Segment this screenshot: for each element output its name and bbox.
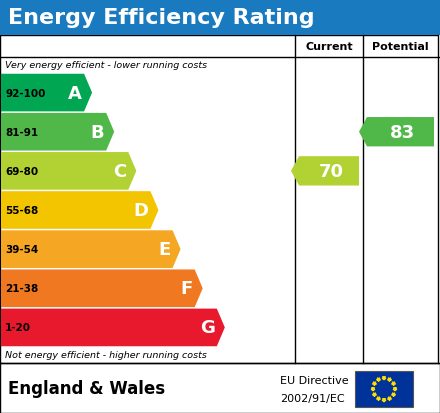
Polygon shape xyxy=(377,397,381,401)
Polygon shape xyxy=(393,387,397,391)
Polygon shape xyxy=(382,399,386,402)
Polygon shape xyxy=(373,393,376,396)
Bar xyxy=(0,0,440,36)
Bar xyxy=(355,371,413,407)
Polygon shape xyxy=(1,153,136,190)
Polygon shape xyxy=(1,270,203,307)
Polygon shape xyxy=(1,75,92,112)
Text: C: C xyxy=(113,162,126,180)
Text: Current: Current xyxy=(305,42,353,52)
Polygon shape xyxy=(392,382,396,386)
Polygon shape xyxy=(392,393,396,396)
Text: G: G xyxy=(200,319,215,337)
Text: 55-68: 55-68 xyxy=(5,206,38,216)
Text: 69-80: 69-80 xyxy=(5,166,38,176)
Polygon shape xyxy=(371,387,375,391)
Text: Energy Efficiency Rating: Energy Efficiency Rating xyxy=(8,8,315,28)
Text: EU Directive: EU Directive xyxy=(280,375,348,386)
Polygon shape xyxy=(388,378,392,382)
Polygon shape xyxy=(1,231,180,268)
Polygon shape xyxy=(1,192,158,229)
Text: A: A xyxy=(68,84,82,102)
Text: Very energy efficient - lower running costs: Very energy efficient - lower running co… xyxy=(5,62,207,70)
Text: E: E xyxy=(158,240,171,259)
Bar xyxy=(0,36,439,363)
Text: 1-20: 1-20 xyxy=(5,323,31,332)
Polygon shape xyxy=(377,378,381,382)
Polygon shape xyxy=(388,397,392,401)
Text: 39-54: 39-54 xyxy=(5,244,38,254)
Bar xyxy=(0,363,440,413)
Polygon shape xyxy=(373,382,376,386)
Text: Potential: Potential xyxy=(372,42,429,52)
Polygon shape xyxy=(1,114,114,151)
Text: D: D xyxy=(133,202,148,219)
Text: 92-100: 92-100 xyxy=(5,88,45,98)
Polygon shape xyxy=(382,377,386,380)
Text: F: F xyxy=(180,280,193,297)
Text: 21-38: 21-38 xyxy=(5,284,38,294)
Polygon shape xyxy=(1,309,225,347)
Text: England & Wales: England & Wales xyxy=(8,379,165,397)
Text: 83: 83 xyxy=(390,123,415,141)
Text: 70: 70 xyxy=(319,162,344,180)
Text: 81-91: 81-91 xyxy=(5,127,38,138)
Polygon shape xyxy=(359,118,434,147)
Text: 2002/91/EC: 2002/91/EC xyxy=(280,393,345,403)
Bar xyxy=(438,36,440,363)
Text: Not energy efficient - higher running costs: Not energy efficient - higher running co… xyxy=(5,351,207,360)
Polygon shape xyxy=(291,157,359,186)
Text: B: B xyxy=(91,123,104,141)
